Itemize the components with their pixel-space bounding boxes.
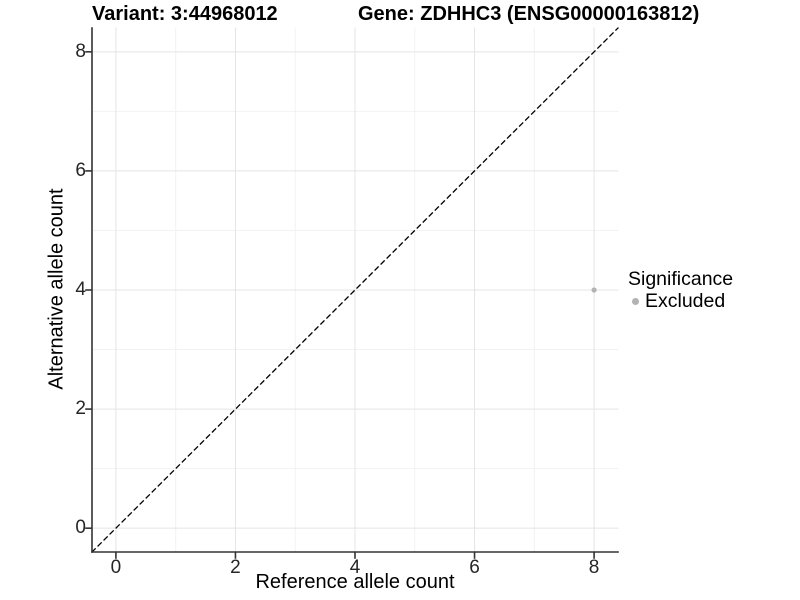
legend-items: Excluded: [628, 290, 733, 312]
x-tick-label: 6: [469, 557, 480, 578]
y-tick-label: 8: [75, 40, 86, 62]
y-axis-title: Alternative allele count: [45, 188, 68, 390]
data-point: [591, 287, 597, 293]
plot-title-variant: Variant: 3:44968012: [92, 3, 278, 25]
identity-line: [91, 27, 619, 553]
legend-item-label: Excluded: [645, 290, 726, 312]
x-tick-label: 4: [349, 557, 361, 578]
y-tick-label: 6: [75, 159, 86, 181]
y-tick-label: 2: [75, 398, 86, 420]
legend-title: Significance: [628, 268, 734, 290]
x-axis-title: Reference allele count: [255, 571, 455, 593]
y-tick-label: 0: [75, 517, 86, 539]
legend-item: Excluded: [628, 290, 733, 312]
legend-key-dot-icon: [632, 298, 639, 305]
x-tick-label: 0: [110, 557, 122, 578]
plot-title-gene: Gene: ZDHHC3 (ENSG00000163812): [358, 3, 700, 25]
x-tick-label: 8: [588, 557, 600, 578]
y-tick-label: 4: [75, 279, 86, 300]
x-tick-label: 2: [230, 557, 241, 578]
legend: Significance Excluded: [628, 268, 733, 312]
